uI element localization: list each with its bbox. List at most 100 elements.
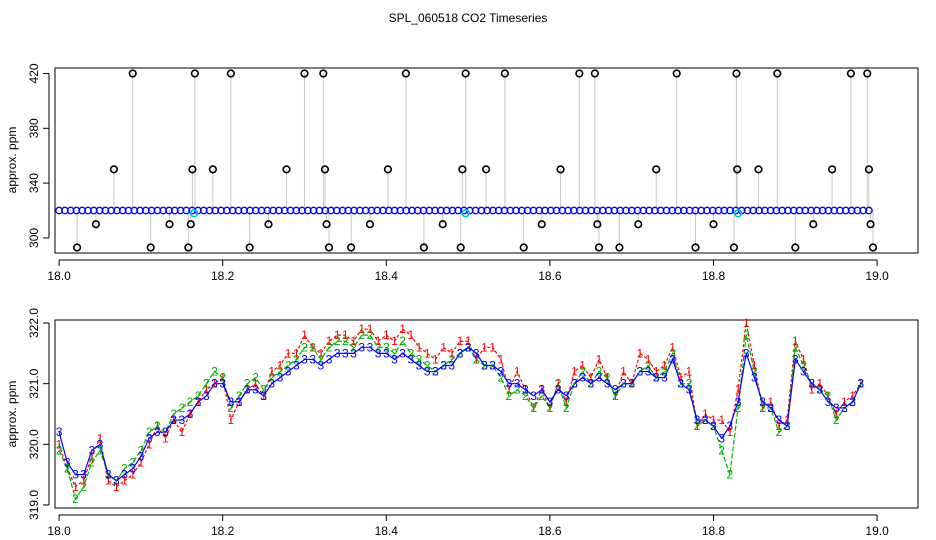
series-marker-1: 1 [309, 340, 316, 354]
series-marker-1: 1 [776, 419, 783, 433]
series-marker-1: 1 [637, 346, 644, 360]
series-marker-3: 3 [571, 377, 578, 391]
series-marker-1: 1 [759, 401, 766, 415]
series-marker-2: 2 [849, 395, 856, 409]
series-marker-3: 3 [195, 395, 202, 409]
outlier-point [593, 220, 602, 229]
series-marker-2: 2 [465, 340, 472, 354]
series-marker-3: 3 [448, 358, 455, 372]
series-marker-2: 2 [350, 340, 357, 354]
series-marker-2: 2 [481, 358, 488, 372]
series-marker-2: 2 [857, 377, 864, 391]
series-marker-2: 2 [285, 358, 292, 372]
series-marker-2: 2 [293, 352, 300, 366]
outlier-point [828, 165, 837, 174]
series-marker-2: 2 [383, 340, 390, 354]
series-marker-3: 3 [645, 365, 652, 379]
series-marker-1: 1 [72, 480, 79, 494]
highlight-point [189, 209, 199, 218]
series-marker-3: 3 [162, 425, 169, 439]
series-marker-3: 3 [538, 383, 545, 397]
series-marker-2: 2 [121, 462, 128, 476]
outlier-point [91, 220, 101, 229]
series-marker-1: 1 [661, 358, 668, 372]
outlier-point [320, 165, 330, 174]
chart-title: SPL_060518 CO2 Timeseries [389, 11, 548, 25]
series-marker-3: 3 [334, 346, 341, 360]
series-marker-3: 3 [653, 371, 660, 385]
outlier-point [322, 220, 331, 229]
y-tick-label: 320.0 [27, 429, 41, 459]
series-marker-1: 1 [367, 322, 374, 336]
series-marker-1: 1 [187, 407, 194, 421]
series-marker-2: 2 [743, 328, 750, 342]
series-marker-1: 1 [88, 449, 95, 463]
series-marker-2: 2 [751, 365, 758, 379]
series-marker-2: 2 [129, 456, 136, 470]
y-axis-bottom: 319.0 320.0 321.0 322.0 [27, 308, 50, 520]
series-marker-1: 1 [702, 407, 709, 421]
series-marker-3: 3 [72, 468, 79, 482]
series-marker-2: 2 [97, 443, 104, 457]
outlier-point [672, 69, 681, 78]
dropline-layer [76, 73, 874, 248]
series-marker-2: 2 [808, 377, 815, 391]
outlier-point [208, 165, 217, 174]
series-marker-1: 1 [735, 383, 742, 397]
series-marker-2: 2 [792, 340, 799, 354]
series-marker-2: 2 [571, 377, 578, 391]
series-marker-3: 3 [751, 371, 758, 385]
outlier-point [319, 69, 328, 78]
series-marker-1: 1 [677, 371, 684, 385]
outlier-point [500, 69, 510, 78]
series-marker-1: 1 [121, 474, 128, 488]
outlier-point [846, 69, 856, 78]
outlier-point [282, 165, 291, 174]
x-tick-label: 18.4 [375, 269, 399, 283]
outlier-point [456, 243, 465, 252]
series-marker-2: 2 [767, 401, 774, 415]
series-marker-2: 2 [72, 492, 79, 506]
series-marker-3: 3 [121, 468, 128, 482]
series-marker-1: 1 [816, 377, 823, 391]
x-tick-label: 18.0 [47, 269, 71, 283]
series-marker-1: 1 [612, 389, 619, 403]
series-marker-1: 1 [800, 352, 807, 366]
y-tick-label: 322.0 [27, 308, 41, 338]
series-marker-1: 1 [457, 334, 464, 348]
outlier-point [438, 220, 447, 229]
x-tick-label: 19.0 [865, 524, 889, 538]
series-marker-2: 2 [277, 365, 284, 379]
baseline-series [55, 206, 873, 218]
series-marker-1: 1 [481, 340, 488, 354]
series-marker-2: 2 [514, 383, 521, 397]
outlier-point [868, 243, 878, 252]
series-marker-1: 1 [849, 389, 856, 403]
outlier-point [519, 243, 528, 252]
series-marker-3: 3 [808, 377, 815, 391]
series-marker-3: 3 [816, 383, 823, 397]
x-tick-label: 18.2 [211, 269, 235, 283]
series-marker-3: 3 [154, 425, 161, 439]
series-marker-3: 3 [178, 413, 185, 427]
series-marker-2: 2 [228, 401, 235, 415]
series-line-3 [58, 346, 862, 482]
series-marker-2: 2 [661, 365, 668, 379]
series-marker-3: 3 [579, 371, 586, 385]
series-marker-2: 2 [80, 480, 87, 494]
series-marker-3: 3 [211, 377, 218, 391]
series-marker-1: 1 [170, 413, 177, 427]
series-marker-2: 2 [170, 407, 177, 421]
series-marker-1: 1 [358, 322, 365, 336]
series-marker-2: 2 [375, 340, 382, 354]
series-marker-1: 1 [129, 468, 136, 482]
series-marker-3: 3 [260, 389, 267, 403]
series-marker-1: 1 [669, 340, 676, 354]
series-marker-1: 1 [825, 389, 832, 403]
x-tick-label: 18.4 [375, 524, 399, 538]
series-marker-1: 1 [277, 358, 284, 372]
series-marker-1: 1 [448, 346, 455, 360]
series-marker-3: 3 [694, 413, 701, 427]
series-marker-3: 3 [367, 340, 374, 354]
